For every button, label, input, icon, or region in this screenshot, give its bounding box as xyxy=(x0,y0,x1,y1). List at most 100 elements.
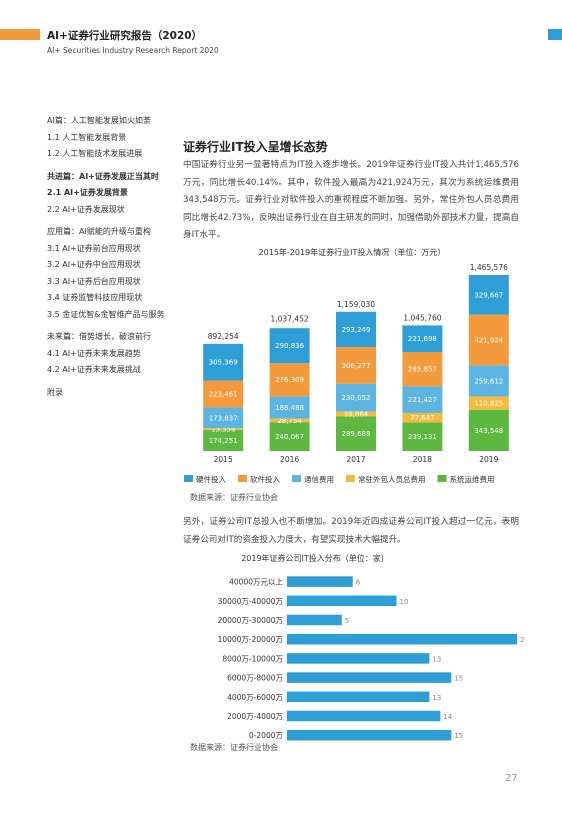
bar xyxy=(287,672,452,683)
bar-segment xyxy=(269,396,310,419)
bar xyxy=(287,653,430,664)
legend-swatch xyxy=(238,475,247,482)
toc-item: 1.2 人工智能技术发展进展 xyxy=(47,149,143,158)
chart-title: 2015年-2019年证券行业IT投入情况（单位：万元） xyxy=(259,247,446,257)
y-tick-label: 4000万-6000万 xyxy=(227,693,283,702)
segment-label: 28,754 xyxy=(277,417,302,425)
bar-segment xyxy=(402,386,443,413)
bar-segment xyxy=(468,314,509,366)
toc-item: 4.2 AI+证券未来发展挑战 xyxy=(47,365,141,374)
bar xyxy=(287,614,342,626)
segment-label: 223,461 xyxy=(209,390,238,398)
value-label: 13 xyxy=(432,655,441,663)
segment-label: 77,647 xyxy=(410,414,435,422)
y-tick-label: 40000万元以上 xyxy=(229,578,283,587)
y-tick-label: 6000万-8000万 xyxy=(227,674,283,683)
y-tick-label: 8000万-10000万 xyxy=(222,654,283,663)
page-number: 27 xyxy=(505,773,518,784)
bar-segment xyxy=(468,365,509,397)
bar-segment xyxy=(203,343,244,381)
section-title: 证券行业IT投入呈增长态势 xyxy=(183,140,328,154)
toc-item: 3.1 AI+证券前台应用现状 xyxy=(47,243,141,253)
toc-item: 3.2 AI+证券中台应用现状 xyxy=(47,260,141,269)
segment-label: 39,864 xyxy=(344,410,369,418)
bar-segment xyxy=(468,275,509,315)
bar-segment xyxy=(468,396,509,410)
toc-item: 2.1 AI+证券发展背景 xyxy=(47,188,128,197)
toc-item: 附录 xyxy=(47,387,63,397)
x-tick-label: 2019 xyxy=(479,455,498,464)
bar-segment xyxy=(269,363,310,397)
bar-segment xyxy=(203,430,244,451)
bar-segment xyxy=(269,422,310,451)
toc-item: 3.4 证券监管科技应用现状 xyxy=(47,293,143,302)
header-accent xyxy=(0,29,40,40)
y-tick-label: 30000万-40000万 xyxy=(218,597,284,606)
legend-label: 硬件投入 xyxy=(196,474,226,484)
bar-segment xyxy=(336,416,376,451)
total-label: 1,159,030 xyxy=(337,300,375,309)
x-tick-label: 2017 xyxy=(346,455,365,464)
segment-label: 15,336 xyxy=(211,426,236,434)
legend-swatch xyxy=(184,475,193,482)
segment-label: 276,309 xyxy=(275,376,304,384)
legend-label: 常驻外包人员总费用 xyxy=(358,474,426,484)
bar-segment xyxy=(269,418,310,423)
y-tick-label: 2000万-4000万 xyxy=(227,712,283,721)
legend-label: 系统运维费用 xyxy=(450,474,495,484)
x-tick-label: 2018 xyxy=(413,455,432,464)
source: 数据来源：证券行业协会 xyxy=(190,743,278,752)
x-tick-label: 2016 xyxy=(280,455,299,464)
bar xyxy=(287,595,397,607)
bar-segment xyxy=(203,407,244,429)
legend-swatch xyxy=(292,475,301,482)
bar xyxy=(287,633,517,645)
value-label: 15 xyxy=(454,732,463,740)
segment-label: 221,698 xyxy=(408,335,437,343)
total-label: 1,045,760 xyxy=(403,313,441,322)
bar xyxy=(287,729,452,741)
value-label: 5 xyxy=(345,617,349,625)
bar-segment xyxy=(269,328,310,364)
segment-label: 285,857 xyxy=(408,366,437,374)
segment-label: 186,486 xyxy=(275,404,304,412)
value-label: 6 xyxy=(356,579,361,587)
segment-label: 110,825 xyxy=(474,400,503,408)
toc-item: 1.1 人工智能发展背景 xyxy=(47,132,127,142)
toc-item: 共进篇：AI+证券发展正当其时 xyxy=(47,171,159,181)
bar-segment xyxy=(336,347,376,384)
segment-label: 174,251 xyxy=(209,437,238,445)
header-title: AI+证券行业研究报告（2020） xyxy=(47,30,203,42)
segment-label: 306,277 xyxy=(342,362,371,370)
bar-segment xyxy=(402,352,443,387)
legend-swatch xyxy=(346,475,355,482)
value-label: 13 xyxy=(432,694,441,702)
value-label: 14 xyxy=(443,713,452,721)
x-tick-label: 2015 xyxy=(214,455,233,464)
legend-label: 软件投入 xyxy=(250,474,280,484)
toc: AI篇：人工智能发展如火如荼 1.1 人工智能发展背景 1.2 人工智能技术发展进展… xyxy=(47,113,187,407)
source: 数据来源：证券行业协会 xyxy=(190,493,278,502)
y-tick-label: 10000万-20000万 xyxy=(218,635,284,644)
bar-segment xyxy=(336,383,376,412)
paragraph: 另外，证券公司IT总投入也不断增加。2019年近四成证券公司IT投入超过一亿元，… xyxy=(183,517,519,545)
segment-label: 259,612 xyxy=(474,377,503,385)
toc-item: 2.2 AI+证券发展现状 xyxy=(47,204,125,214)
it-investment-chart: 2015年-2019年证券行业IT投入情况（单位：万元） 174,251 15,3… xyxy=(184,247,509,484)
segment-label: 290,836 xyxy=(275,342,304,350)
legend-swatch xyxy=(437,475,447,482)
legend-label: 通信费用 xyxy=(304,474,334,484)
value-label: 10 xyxy=(400,598,409,606)
bar-segment xyxy=(402,325,443,353)
bar-segment xyxy=(336,411,376,417)
bar-segment xyxy=(336,311,376,348)
toc-item: 3.3 AI+证券后台应用现状 xyxy=(47,276,141,286)
header-accent xyxy=(548,29,562,40)
segment-label: 239,131 xyxy=(408,433,437,441)
bar xyxy=(287,710,441,722)
toc-item: 4.1 AI+证券未来发展趋势 xyxy=(47,348,141,358)
segment-label: 293,249 xyxy=(342,326,371,334)
toc-item: AI篇：人工智能发展如火如荼 xyxy=(47,116,151,125)
toc-item: 应用篇：AI赋能的升级与重构 xyxy=(47,227,151,236)
